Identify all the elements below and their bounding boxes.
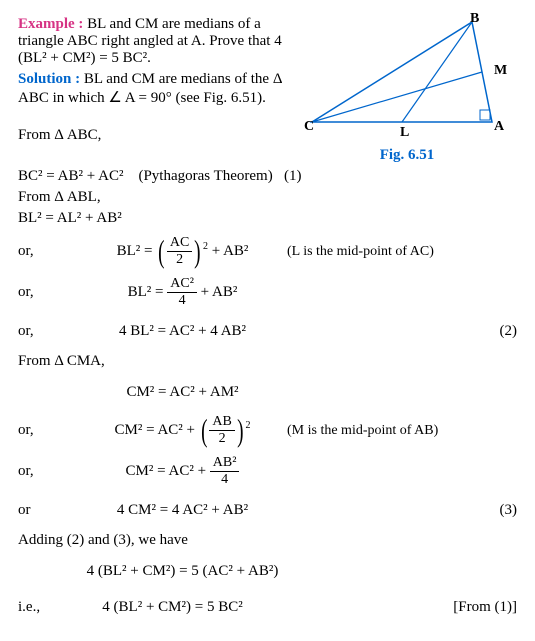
eq-1: BC² = AB² + AC² (Pythagoras Theorem) (1) [18, 168, 517, 185]
from-cma: From Δ CMA, [18, 353, 517, 370]
cm-frac1-row: or, CM² = AC² + (AB2)2 (M is the mid-poi… [18, 414, 517, 447]
vertex-m: M [494, 63, 507, 78]
adding-line: Adding (2) and (3), we have [18, 532, 517, 549]
example-statement: Example : BL and CM are medians of a tri… [18, 16, 287, 67]
bl-base: BL² = AL² + AB² [18, 210, 517, 227]
cm-base-row: CM² = AC² + AM² [18, 378, 517, 406]
bl-frac1-row: or, BL² = (AC2)2 + AB² (L is the mid-poi… [18, 235, 517, 268]
bl-frac2-row: or, BL² = AC²4 + AB² [18, 276, 517, 309]
vertex-c: C [304, 119, 314, 134]
cm-eq3-row: or 4 CM² = 4 AC² + AB² (3) [18, 496, 517, 524]
solution-statement: Solution : BL and CM are medians of the … [18, 71, 287, 107]
figure-wrap: B C A L M Fig. 6.51 [297, 12, 517, 164]
triangle-diagram: B C A L M [302, 12, 512, 142]
solution-label: Solution : [18, 71, 80, 87]
vertex-b: B [470, 12, 479, 26]
example-label: Example : [18, 16, 83, 32]
sum1-row: 4 (BL² + CM²) = 5 (AC² + AB²) [18, 557, 517, 585]
vertex-a: A [494, 119, 505, 134]
from-abl: From Δ ABL, [18, 189, 517, 206]
sum2-row: i.e., 4 (BL² + CM²) = 5 BC² [From (1)] [18, 593, 517, 621]
vertex-l: L [400, 125, 409, 140]
bl-eq2-row: or, 4 BL² = AC² + 4 AB² (2) [18, 317, 517, 345]
from-abc: From Δ ABC, [18, 127, 287, 144]
cm-frac2-row: or, CM² = AC² + AB²4 [18, 455, 517, 488]
figure-label: Fig. 6.51 [297, 147, 517, 164]
